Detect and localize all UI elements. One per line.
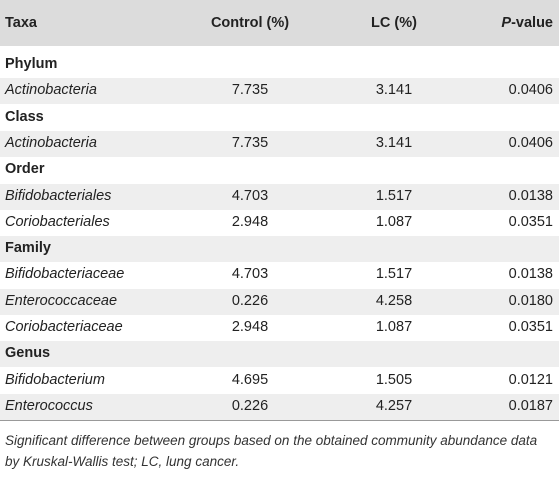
taxon-cell: Actinobacteria [5, 134, 97, 151]
p-value-cell: 0.0121 [508, 371, 553, 388]
table-header: Taxa Control (%) LC (%) P-value [0, 0, 559, 46]
header-control: Control (%) [210, 15, 290, 31]
taxon-cell: Bifidobacterium [5, 371, 105, 388]
row-stripe [0, 183, 559, 210]
control-cell: 4.703 [231, 266, 269, 283]
p-value-cell: 0.0138 [508, 187, 553, 204]
section-heading: Family [5, 240, 51, 257]
p-value-cell: 0.0187 [508, 397, 553, 414]
taxon-cell: Bifidobacteriales [5, 187, 112, 204]
control-cell: 0.226 [231, 292, 269, 309]
taxon-cell: Bifidobacteriaceae [5, 266, 125, 283]
taxon-cell: Actinobacteria [5, 82, 97, 99]
p-value-cell: 0.0351 [508, 213, 553, 230]
lc-cell: 1.087 [375, 319, 413, 335]
p-value-cell: 0.0180 [508, 292, 553, 309]
lc-cell: 1.087 [375, 213, 413, 230]
row-stripe [0, 78, 559, 105]
header-taxa: Taxa [5, 15, 37, 31]
header-lc: LC (%) [371, 15, 417, 31]
control-cell: 7.735 [231, 82, 269, 99]
row-stripe [0, 130, 559, 157]
row-stripe [0, 236, 559, 263]
header-p-italic: P [501, 15, 512, 31]
p-value-cell: 0.0406 [508, 134, 553, 151]
control-cell: 4.703 [231, 187, 269, 204]
section-heading: Order [5, 161, 45, 178]
lc-cell: 1.517 [375, 266, 413, 283]
lc-cell: 3.141 [375, 82, 413, 99]
section-heading: Phylum [5, 56, 58, 72]
row-stripe [0, 393, 559, 420]
p-value-cell: 0.0138 [508, 266, 553, 283]
taxon-cell: Coriobacteriales [5, 213, 110, 230]
row-stripe [0, 341, 559, 368]
row-stripe [0, 288, 559, 315]
taxon-cell: Enterococcus [5, 397, 93, 414]
header-p-value: P-value [501, 14, 553, 32]
taxon-cell: Enterococcaceae [5, 292, 118, 309]
lc-cell: 4.257 [375, 397, 413, 414]
p-value-cell: 0.0351 [508, 319, 553, 335]
control-cell: 7.735 [231, 134, 269, 151]
table-footnote: Significant difference between groups ba… [5, 433, 538, 469]
taxon-cell: Coriobacteriaceae [5, 319, 123, 335]
control-cell: 2.948 [231, 319, 269, 335]
section-heading: Class [5, 108, 44, 125]
lc-cell: 3.141 [375, 134, 413, 151]
table-bottom-rule [0, 420, 559, 421]
control-cell: 4.695 [231, 371, 269, 388]
lc-cell: 1.517 [375, 187, 413, 204]
control-cell: 2.948 [231, 213, 269, 230]
p-value-cell: 0.0406 [508, 82, 553, 99]
lc-cell: 1.505 [375, 371, 413, 388]
header-p-rest: -value [511, 15, 553, 31]
control-cell: 0.226 [231, 397, 269, 414]
lc-cell: 4.258 [375, 292, 413, 309]
section-heading: Genus [5, 345, 51, 362]
